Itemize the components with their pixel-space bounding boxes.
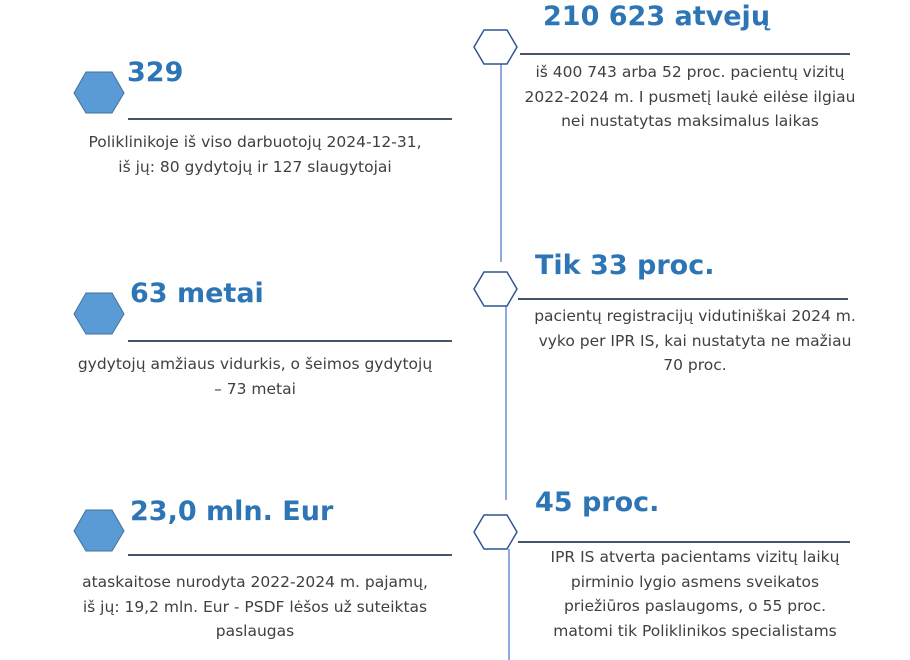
hexagon-outline-icon — [473, 29, 518, 65]
stat-description: IPR IS atverta pacientams vizitų laikų p… — [505, 545, 885, 643]
divider — [128, 118, 452, 120]
stat-description: iš 400 743 arba 52 proc. pacientų vizitų… — [500, 60, 880, 134]
stat-description: ataskaitose nurodyta 2022-2024 m. pajamų… — [55, 570, 455, 644]
desc-line: – 73 metai — [214, 379, 296, 398]
desc-line: ataskaitose nurodyta 2022-2024 m. pajamų… — [82, 573, 428, 591]
desc-line: paslaugas — [215, 622, 295, 640]
stat-description: Poliklinikoje iš viso darbuotojų 2024-12… — [55, 130, 455, 179]
stat-title: 23,0 mln. Eur — [130, 496, 334, 527]
hexagon-outline-icon — [473, 271, 518, 307]
hexagon-outline-icon — [473, 514, 518, 550]
timeline-line — [500, 64, 502, 262]
desc-line: iš jų: 19,2 mln. Eur - PSDF lėšos už sut… — [82, 597, 428, 616]
desc-line: IPR IS atverta pacientams vizitų laikų — [550, 548, 840, 566]
stat-description: pacientų registracijų vidutiniškai 2024 … — [505, 304, 885, 378]
desc-line: iš 400 743 arba 52 proc. pacientų vizitų — [535, 63, 845, 81]
divider — [518, 298, 848, 300]
stat-title: 329 — [127, 57, 184, 88]
timeline-line — [508, 549, 510, 660]
divider — [520, 53, 850, 55]
stat-description: gydytojų amžiaus vidurkis, o šeimos gydy… — [55, 352, 455, 401]
stat-title: 45 proc. — [535, 487, 660, 518]
desc-line: Poliklinikoje iš viso darbuotojų 2024-12… — [88, 133, 422, 151]
stat-title: 63 metai — [130, 278, 264, 309]
hexagon-icon — [73, 292, 125, 335]
desc-line: pirminio lygio asmens sveikatos — [570, 572, 820, 591]
stat-title: 210 623 atvejų — [543, 1, 771, 32]
hexagon-icon — [73, 71, 125, 114]
desc-line: nei nustatytas maksimalus laikas — [561, 112, 819, 130]
timeline-line — [505, 306, 507, 500]
stat-title: Tik 33 proc. — [535, 250, 715, 281]
desc-line: priežiūros paslaugoms, o 55 proc. — [563, 597, 827, 615]
desc-line: matomi tik Poliklinikos specialistams — [553, 621, 837, 640]
desc-line: 70 proc. — [663, 356, 727, 374]
divider — [128, 340, 452, 342]
desc-line: 2022-2024 m. I pusmetį laukė eilėse ilgi… — [524, 87, 856, 106]
desc-line: gydytojų amžiaus vidurkis, o šeimos gydy… — [77, 355, 433, 373]
desc-line: vyko per IPR IS, kai nustatyta ne mažiau — [538, 331, 852, 350]
divider — [518, 541, 850, 543]
desc-line: pacientų registracijų vidutiniškai 2024 … — [534, 307, 856, 325]
hexagon-icon — [73, 509, 125, 552]
desc-line: iš jų: 80 gydytojų ir 127 slaugytojai — [118, 157, 392, 176]
divider — [128, 554, 452, 556]
